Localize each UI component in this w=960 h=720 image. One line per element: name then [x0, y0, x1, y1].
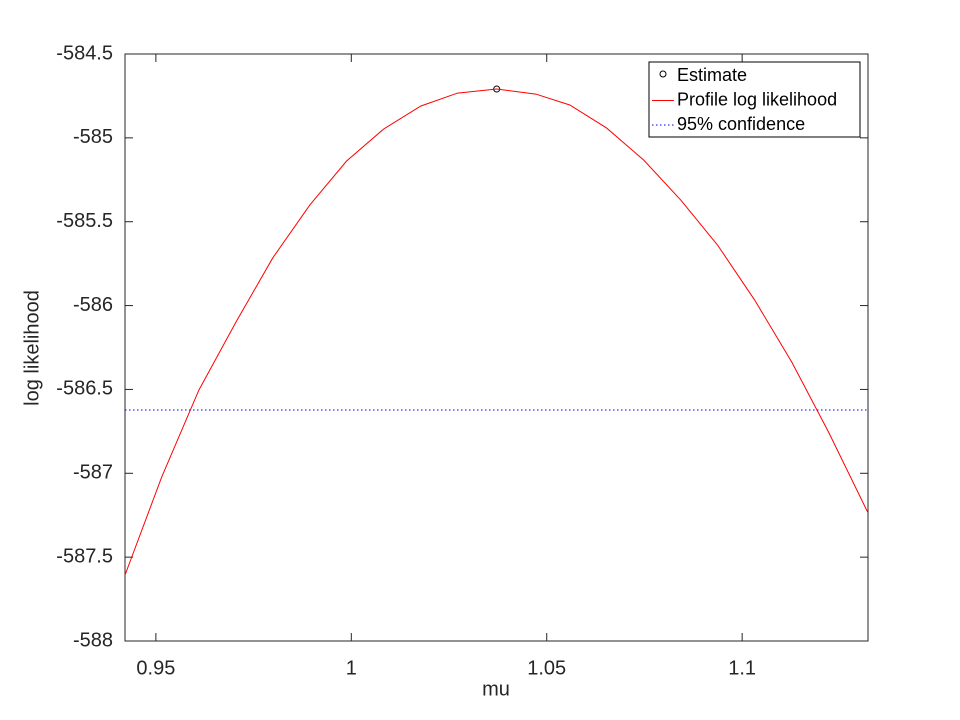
x-tick-label: 1 — [346, 657, 357, 679]
legend-label: Estimate — [677, 65, 747, 85]
plot-area — [124, 53, 869, 642]
x-tick-label: 1.1 — [728, 657, 756, 679]
series-line — [124, 88, 869, 576]
y-tick-label: -588 — [73, 629, 113, 651]
legend-label: 95% confidence — [677, 114, 805, 134]
y-axis-label: log likelihood — [21, 290, 43, 406]
legend: Estimate Profile log likelihood 95% confid… — [648, 61, 861, 138]
y-tick-label: -584.5 — [56, 42, 113, 64]
legend-box — [648, 61, 861, 138]
y-tick-label: -587 — [73, 462, 113, 484]
y-tick-label: -585 — [73, 126, 113, 148]
legend-swatch — [659, 70, 667, 78]
x-tick-label: 1.05 — [527, 657, 566, 679]
y-tick-label: -586 — [73, 294, 113, 316]
y-tick-label: -585.5 — [56, 210, 113, 232]
y-tick-label: -586.5 — [56, 378, 113, 400]
x-axis-label: mu — [482, 678, 510, 700]
y-tick-label: -587.5 — [56, 545, 113, 567]
x-tick-label: 0.95 — [136, 657, 175, 679]
legend-label: Profile log likelihood — [677, 89, 837, 109]
